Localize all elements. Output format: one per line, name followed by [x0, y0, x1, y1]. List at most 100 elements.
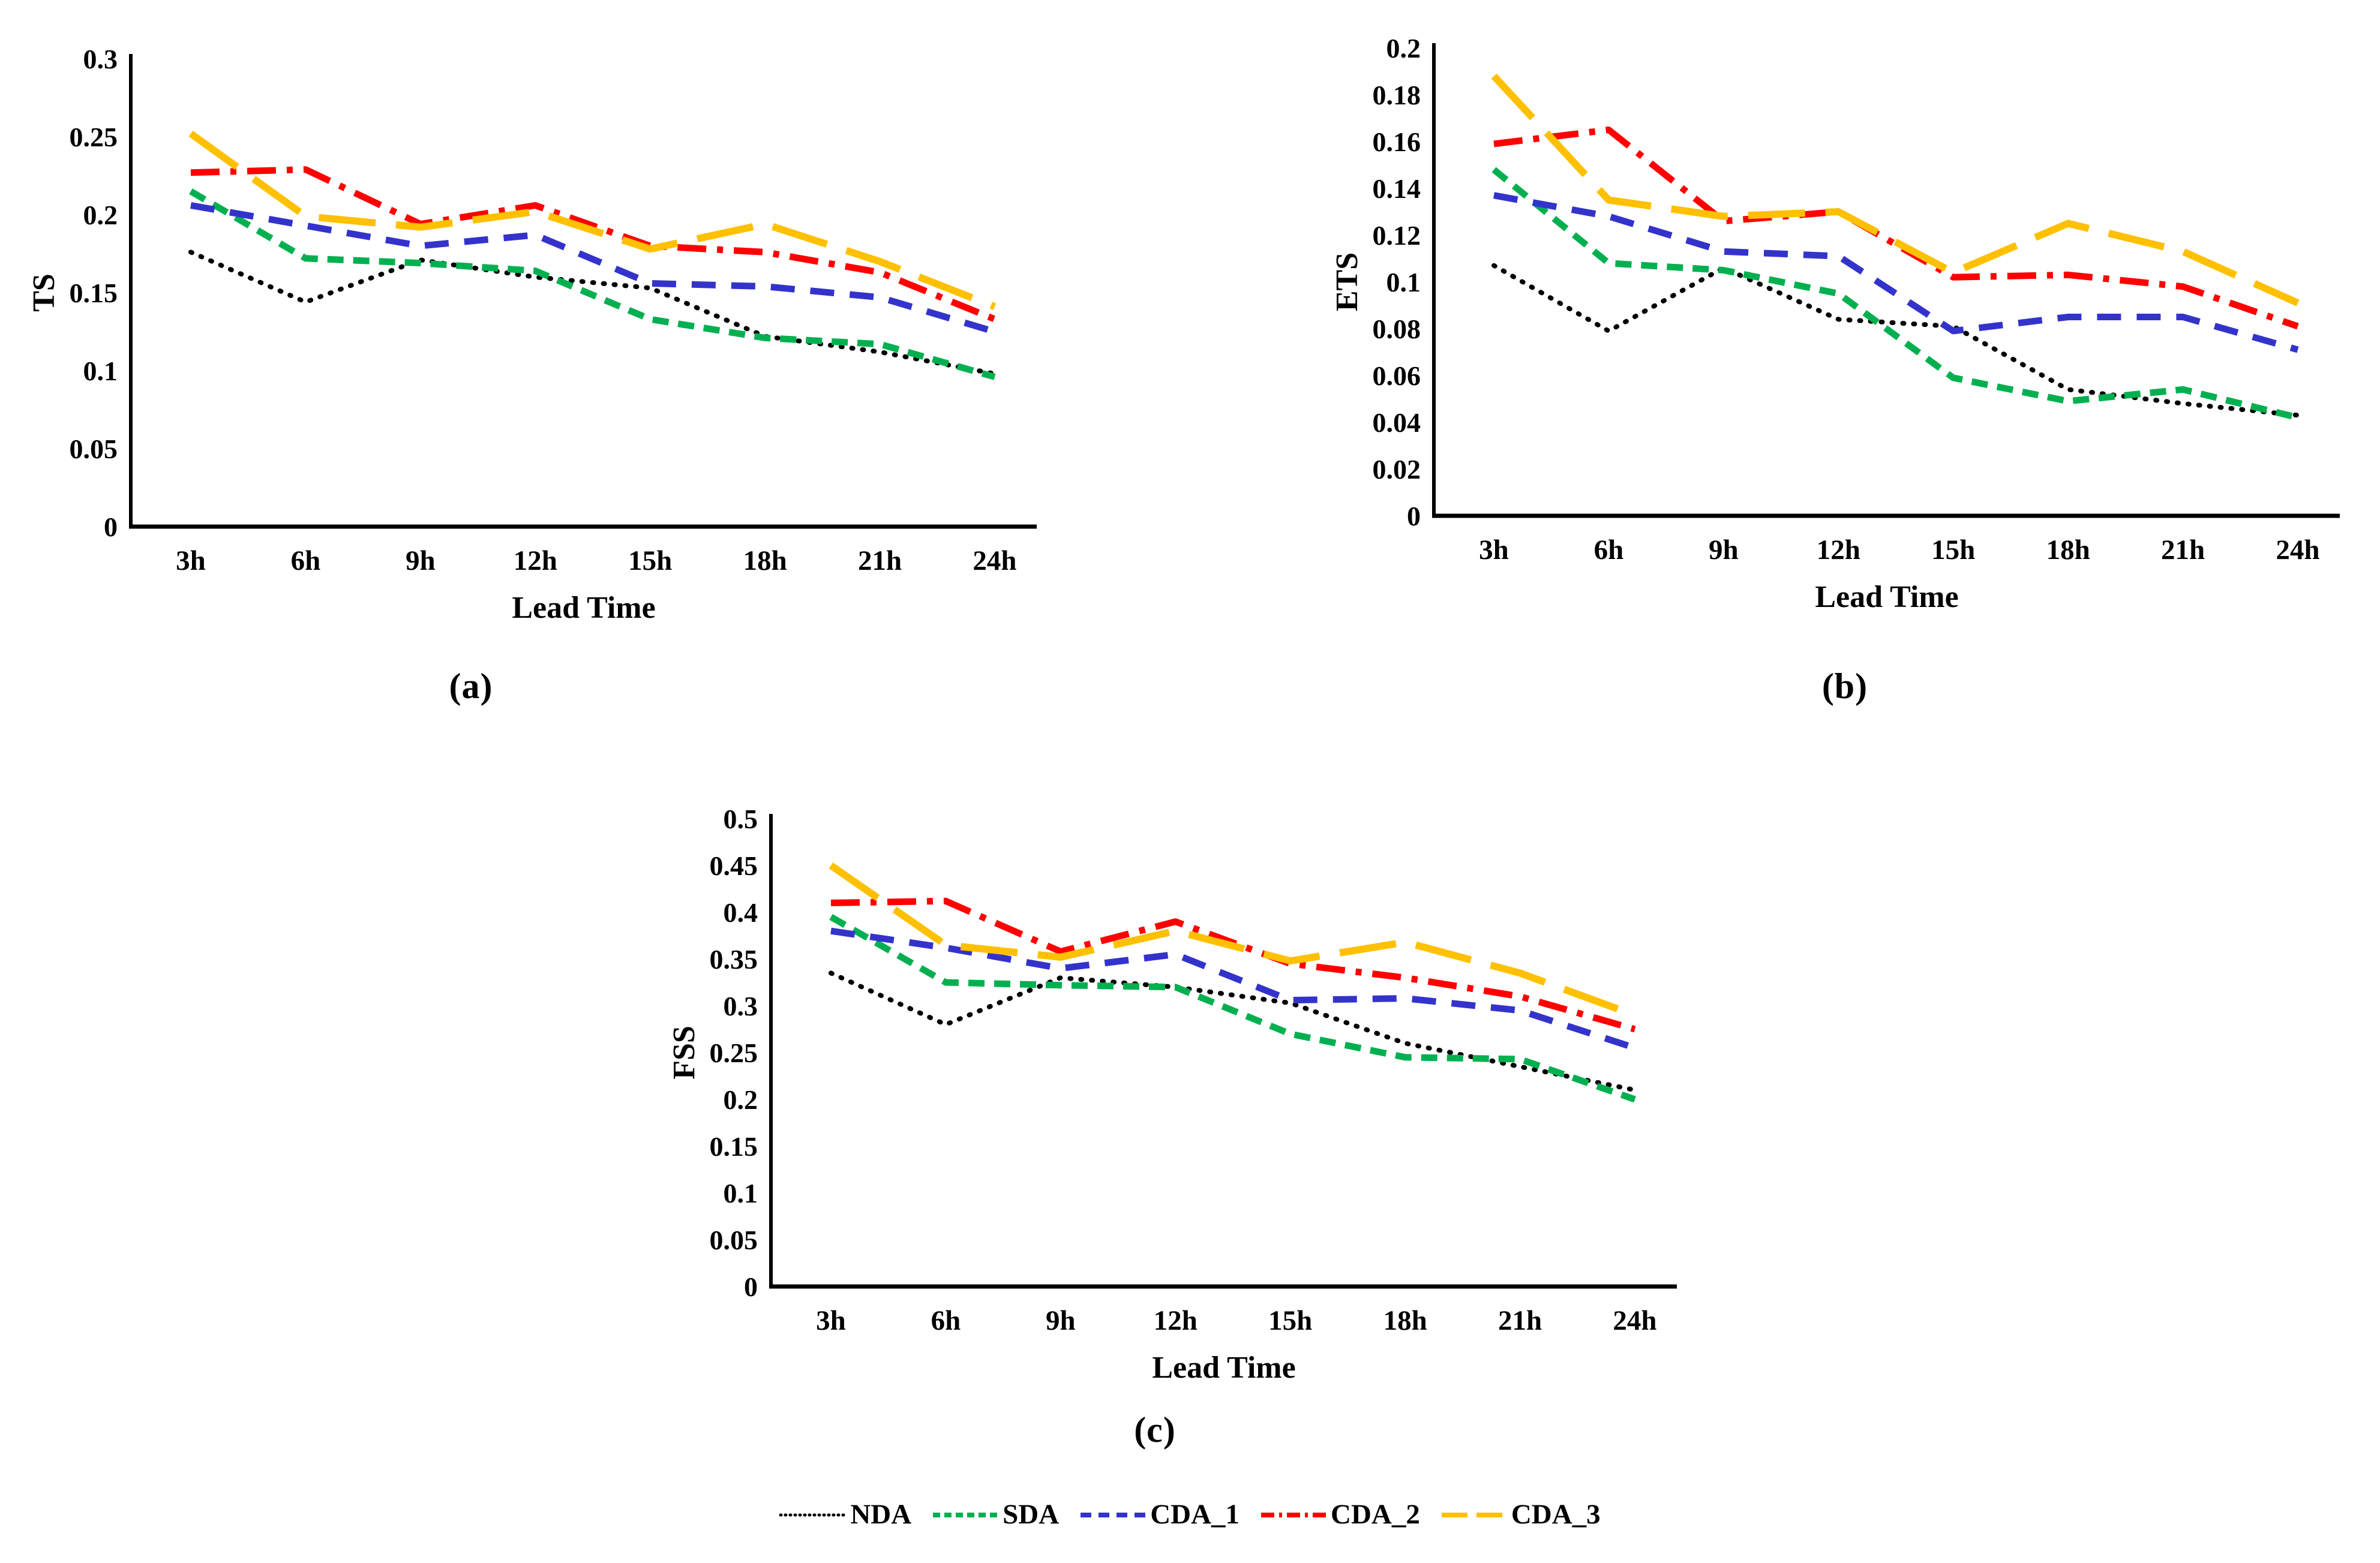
x-tick-label: 21h — [858, 545, 902, 576]
y-tick-label: 0.15 — [710, 1131, 758, 1162]
axes — [1432, 43, 2340, 518]
y-axis-title: FSS — [667, 1026, 701, 1080]
axes — [129, 54, 1037, 529]
chart-fss: 0 0.05 0.1 0.15 0.2 0.25 0.3 0.35 0.4 0.45 0.5 3h 6h… — [667, 804, 1677, 1385]
y-tick-label: 0 — [104, 512, 118, 542]
y-tick-label: 0.1 — [1386, 267, 1421, 297]
x-tick-label: 12h — [514, 545, 557, 576]
x-tick-label: 15h — [628, 545, 672, 576]
y-tick-label: 0.06 — [1373, 360, 1421, 391]
x-tick-label: 3h — [1479, 534, 1509, 566]
x-tick-label: 18h — [2046, 534, 2090, 566]
x-tick-label: 6h — [291, 545, 321, 576]
y-tick-label: 0 — [744, 1272, 758, 1302]
x-tick-label: 12h — [1154, 1305, 1197, 1336]
y-tick-labels: 0 0.05 0.1 0.15 0.2 0.25 0.3 0.35 0.4 0.45 0.5 — [710, 804, 758, 1302]
y-tick-label: 0.3 — [724, 991, 758, 1021]
legend-line-sample-CDA_1 — [1081, 1513, 1146, 1517]
y-tick-label: 0.5 — [724, 804, 758, 834]
y-tick-label: 0.14 — [1373, 173, 1421, 204]
x-tick-label: 18h — [743, 545, 787, 576]
chart-ts: 0 0.05 0.1 0.15 0.2 0.25 0.3 3h 6h 9h 12h 15h 18h 21h… — [27, 44, 1037, 625]
x-tick-label: 24h — [1613, 1305, 1656, 1336]
x-tick-label: 24h — [973, 545, 1016, 576]
panel-caption-a: (a) — [449, 666, 493, 706]
panel-a: 0 0.05 0.1 0.15 0.2 0.25 0.3 3h 6h 9h 12h 15h 18h 21h… — [17, 17, 1061, 668]
y-tick-label: 0.04 — [1373, 407, 1421, 438]
series-line-SDA — [829, 914, 1636, 1103]
series-line-CDA_3 — [188, 130, 997, 310]
series-line-CDA_1 — [1493, 192, 2299, 353]
x-tick-label: 6h — [1594, 534, 1624, 566]
y-tick-label: 0.3 — [83, 44, 118, 74]
legend-item-CDA_1: CDA_1 — [1079, 1498, 1239, 1531]
y-tick-labels: 0 0.05 0.1 0.15 0.2 0.25 0.3 — [70, 44, 118, 542]
legend-label-SDA: SDA — [1003, 1499, 1060, 1530]
y-axis-title: ETS — [1330, 253, 1364, 311]
x-tick-labels: 3h 6h 9h 12h 15h 18h 21h 24h — [816, 1305, 1656, 1336]
series-line-CDA_3 — [829, 862, 1637, 1019]
y-tick-label: 0.4 — [724, 897, 758, 928]
y-tick-label: 0.25 — [710, 1038, 758, 1068]
x-tick-label: 3h — [176, 545, 206, 576]
y-tick-label: 0.1 — [83, 356, 118, 386]
y-tick-label: 0.2 — [83, 200, 118, 230]
series-line-NDA — [188, 250, 997, 377]
y-tick-label: 0.05 — [710, 1225, 758, 1255]
legend-line-sample-CDA_3 — [1441, 1513, 1506, 1517]
y-tick-label: 0.35 — [710, 944, 758, 975]
legend: NDA SDA CDA_1 CDA_2 CDA_3 — [0, 1498, 2380, 1531]
series-line-NDA — [829, 970, 1637, 1093]
legend-line-sample-SDA — [933, 1513, 998, 1517]
x-tick-label: 12h — [1817, 534, 1860, 566]
x-axis-title: Lead Time — [1815, 580, 1958, 614]
panel-caption-c: (c) — [1134, 1410, 1176, 1450]
x-tick-label: 9h — [1046, 1305, 1076, 1336]
series-line-CDA_3 — [1491, 73, 2300, 306]
series-line-SDA — [1491, 167, 2299, 421]
y-tick-label: 0.08 — [1373, 314, 1421, 344]
y-tick-label: 0.15 — [70, 278, 118, 308]
y-tick-label: 0.12 — [1373, 220, 1421, 251]
legend-label-CDA_3: CDA_3 — [1511, 1499, 1601, 1530]
legend-label-CDA_2: CDA_2 — [1331, 1499, 1420, 1530]
x-axis-title: Lead Time — [512, 591, 655, 625]
x-tick-labels: 3h 6h 9h 12h 15h 18h 21h 24h — [176, 545, 1016, 576]
legend-label-CDA_1: CDA_1 — [1150, 1499, 1240, 1530]
x-tick-label: 9h — [1709, 534, 1739, 566]
x-tick-label: 6h — [931, 1305, 961, 1336]
legend-line-sample-CDA_2 — [1261, 1513, 1326, 1517]
series-line-CDA_1 — [190, 202, 996, 335]
series-line-CDA_2 — [1493, 127, 2299, 330]
y-tick-label: 0.2 — [724, 1084, 758, 1115]
y-tick-label: 0 — [1407, 501, 1421, 531]
chart-ets: 0 0.02 0.04 0.06 0.08 0.1 0.12 0.14 0.16 0.18 0.2 3… — [1330, 33, 2340, 614]
series-line-CDA_1 — [830, 927, 1636, 1051]
y-tick-label: 0.25 — [70, 122, 118, 152]
x-tick-label: 3h — [816, 1305, 846, 1336]
y-tick-label: 0.2 — [1386, 33, 1421, 64]
axes — [769, 814, 1677, 1289]
x-tick-label: 18h — [1383, 1305, 1427, 1336]
x-tick-labels: 3h 6h 9h 12h 15h 18h 21h 24h — [1479, 534, 2319, 566]
series-line-NDA — [1491, 263, 2300, 418]
x-axis-title: Lead Time — [1152, 1351, 1295, 1385]
x-tick-label: 21h — [1498, 1305, 1542, 1336]
y-tick-label: 0.02 — [1373, 454, 1421, 485]
x-tick-label: 9h — [406, 545, 436, 576]
y-tick-label: 0.1 — [724, 1178, 758, 1209]
legend-item-CDA_3: CDA_3 — [1440, 1498, 1601, 1531]
y-tick-label: 0.05 — [70, 434, 118, 464]
panel-caption-b: (b) — [1821, 666, 1868, 706]
legend-label-NDA: NDA — [850, 1499, 912, 1530]
legend-line-sample-NDA — [779, 1513, 847, 1517]
y-tick-label: 0.18 — [1373, 80, 1421, 110]
y-tick-label: 0.16 — [1373, 127, 1421, 157]
y-tick-label: 0.45 — [710, 850, 758, 881]
x-tick-label: 15h — [1931, 534, 1975, 566]
y-axis-title: TS — [27, 273, 61, 312]
x-tick-label: 15h — [1268, 1305, 1312, 1336]
x-tick-label: 21h — [2161, 534, 2205, 566]
x-tick-label: 24h — [2276, 534, 2319, 566]
